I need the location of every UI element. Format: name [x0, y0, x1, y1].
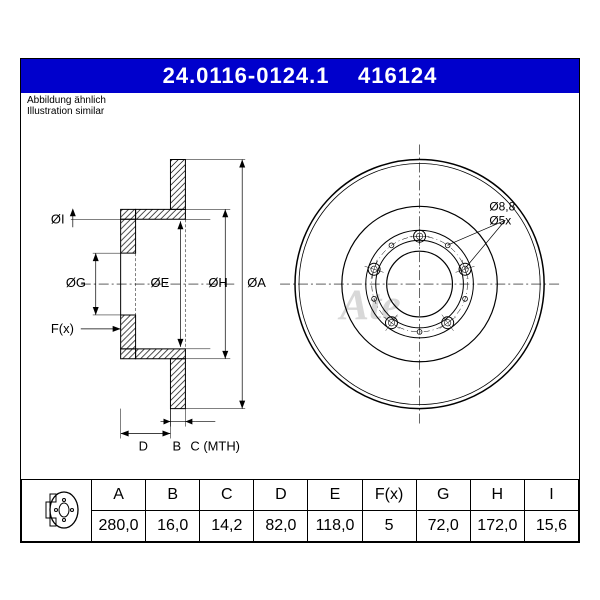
col-B: B — [146, 479, 200, 510]
label-D: D — [139, 438, 148, 453]
drawing-svg: Ate — [21, 119, 579, 479]
col-I: I — [524, 479, 578, 510]
caption-de: Abbildung ähnlich — [27, 95, 106, 106]
part-number: 24.0116-0124.1 — [163, 63, 330, 88]
short-number: 416124 — [358, 63, 437, 88]
val-D: 82,0 — [254, 510, 308, 541]
hole-dia-label-2: Ø5x — [489, 213, 511, 227]
val-B: 16,0 — [146, 510, 200, 541]
dimensions-table: A B C D E F(x) G H I 280,0 16,0 14,2 82,… — [21, 479, 579, 542]
col-H: H — [470, 479, 524, 510]
hole-dia-label-1: Ø8,8 — [489, 199, 515, 213]
drawing-area: Ate — [21, 119, 579, 479]
col-C: C — [200, 479, 254, 510]
label-Fx: F(x) — [51, 320, 74, 335]
similarity-caption: Abbildung ähnlich Illustration similar — [21, 93, 579, 119]
label-B: B — [172, 438, 181, 453]
disc-icon — [32, 488, 82, 532]
val-I: 15,6 — [524, 510, 578, 541]
col-Fx: F(x) — [362, 479, 416, 510]
col-A: A — [92, 479, 146, 510]
col-E: E — [308, 479, 362, 510]
caption-en: Illustration similar — [27, 106, 104, 117]
disc-icon-cell — [22, 479, 92, 541]
label-diaH: ØH — [208, 275, 227, 290]
technical-drawing-frame: 24.0116-0124.1 416124 Abbildung ähnlich … — [20, 58, 580, 543]
col-G: G — [416, 479, 470, 510]
watermark-text: Ate — [337, 280, 401, 328]
label-diaI: ØI — [51, 211, 65, 226]
val-G: 72,0 — [416, 510, 470, 541]
val-A: 280,0 — [92, 510, 146, 541]
header-bar: 24.0116-0124.1 416124 — [21, 59, 579, 93]
label-C: C (MTH) — [190, 438, 240, 453]
section-view: ØI ØG ØE ØH ØA F(x) D B C (MTH) — [51, 159, 266, 453]
label-diaG: ØG — [66, 275, 86, 290]
val-Fx: 5 — [362, 510, 416, 541]
val-H: 172,0 — [470, 510, 524, 541]
val-E: 118,0 — [308, 510, 362, 541]
table-header-row: A B C D E F(x) G H I — [22, 479, 579, 510]
col-D: D — [254, 479, 308, 510]
label-diaA: ØA — [247, 275, 266, 290]
label-diaE: ØE — [151, 275, 170, 290]
front-view: Ø8,8 Ø5x — [280, 144, 559, 423]
table-value-row: 280,0 16,0 14,2 82,0 118,0 5 72,0 172,0 … — [22, 510, 579, 541]
val-C: 14,2 — [200, 510, 254, 541]
